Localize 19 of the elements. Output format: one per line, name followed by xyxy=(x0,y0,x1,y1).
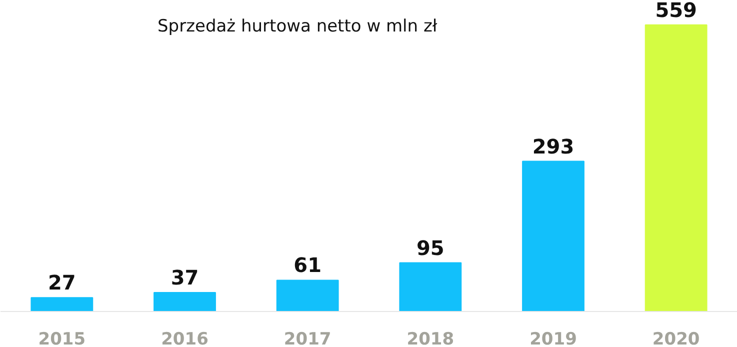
data-label: 293 xyxy=(532,134,574,158)
bar xyxy=(644,24,708,312)
bar xyxy=(30,297,94,312)
data-label: 37 xyxy=(170,266,199,290)
x-tick-label: 2019 xyxy=(530,330,577,347)
x-tick-label: 2018 xyxy=(406,330,454,347)
bar xyxy=(522,160,584,312)
x-tick-label: 2016 xyxy=(161,330,208,347)
bar xyxy=(399,262,462,312)
x-tick-label: 2020 xyxy=(652,330,700,347)
bar xyxy=(154,292,216,312)
data-label: 95 xyxy=(416,236,444,260)
data-label: 559 xyxy=(655,0,697,22)
x-tick-label: 2017 xyxy=(284,330,332,347)
data-label: 61 xyxy=(294,253,322,278)
data-label: 27 xyxy=(48,270,76,295)
x-tick-label: 2015 xyxy=(38,330,86,347)
chart-title: Sprzedaż hurtowa netto w mln zł xyxy=(158,16,438,36)
bar xyxy=(276,280,339,312)
